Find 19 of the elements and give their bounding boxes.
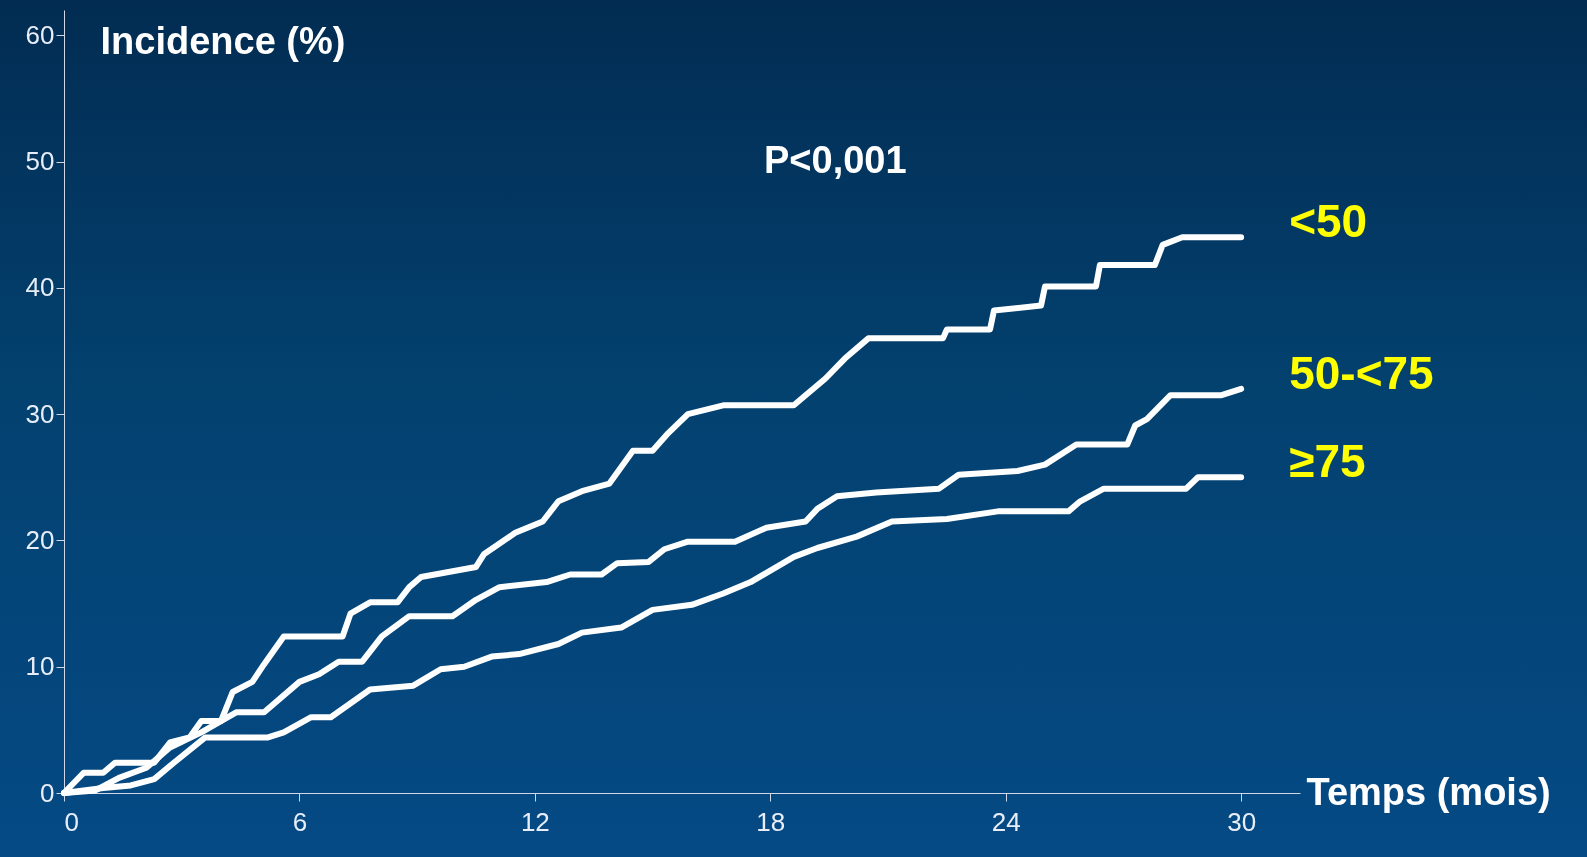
y-tick-label: 0 bbox=[40, 777, 55, 808]
y-tick-label: 40 bbox=[25, 272, 55, 303]
x-tick-label: 0 bbox=[64, 806, 79, 837]
x-tick-label: 24 bbox=[991, 806, 1021, 837]
series-label: 50-<75 bbox=[1289, 346, 1434, 399]
x-axis-title: Temps (mois) bbox=[1306, 770, 1551, 813]
x-tick-label: 6 bbox=[292, 806, 308, 837]
series-label: <50 bbox=[1289, 195, 1368, 248]
y-tick-label: 60 bbox=[25, 19, 55, 50]
y-axis-title: Incidence (%) bbox=[100, 19, 346, 62]
annotation: P<0,001 bbox=[764, 139, 907, 181]
y-tick-label: 30 bbox=[25, 398, 55, 429]
y-tick-label: 10 bbox=[25, 651, 55, 682]
series-label: ≥75 bbox=[1289, 435, 1366, 488]
x-tick-label: 12 bbox=[520, 806, 550, 837]
x-tick-label: 18 bbox=[756, 806, 786, 837]
y-tick-label: 50 bbox=[25, 146, 55, 177]
x-tick-label: 30 bbox=[1227, 806, 1257, 837]
y-tick-label: 20 bbox=[25, 524, 55, 555]
